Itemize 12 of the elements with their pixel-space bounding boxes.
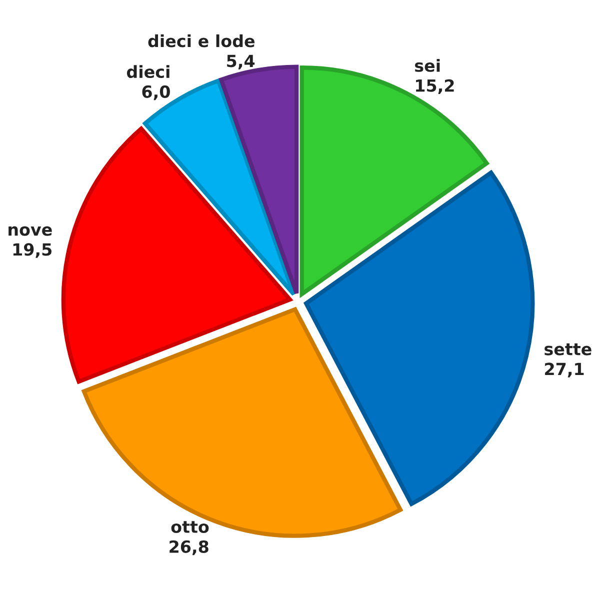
data-label: 6,0 bbox=[142, 85, 170, 100]
slice-label: otto bbox=[171, 521, 209, 534]
data-label: 26,8 bbox=[170, 540, 208, 556]
slice-label: nove bbox=[8, 226, 52, 236]
slice-label: dieci bbox=[126, 65, 170, 78]
data-label: 15,2 bbox=[416, 79, 454, 94]
slice-label: dieci e lode bbox=[148, 34, 255, 48]
data-label: 5,4 bbox=[227, 54, 255, 70]
data-label: 27,1 bbox=[545, 362, 584, 378]
slice-label: sette bbox=[544, 343, 592, 356]
data-label: 19,5 bbox=[13, 243, 52, 258]
slice-label: sei bbox=[415, 59, 440, 72]
